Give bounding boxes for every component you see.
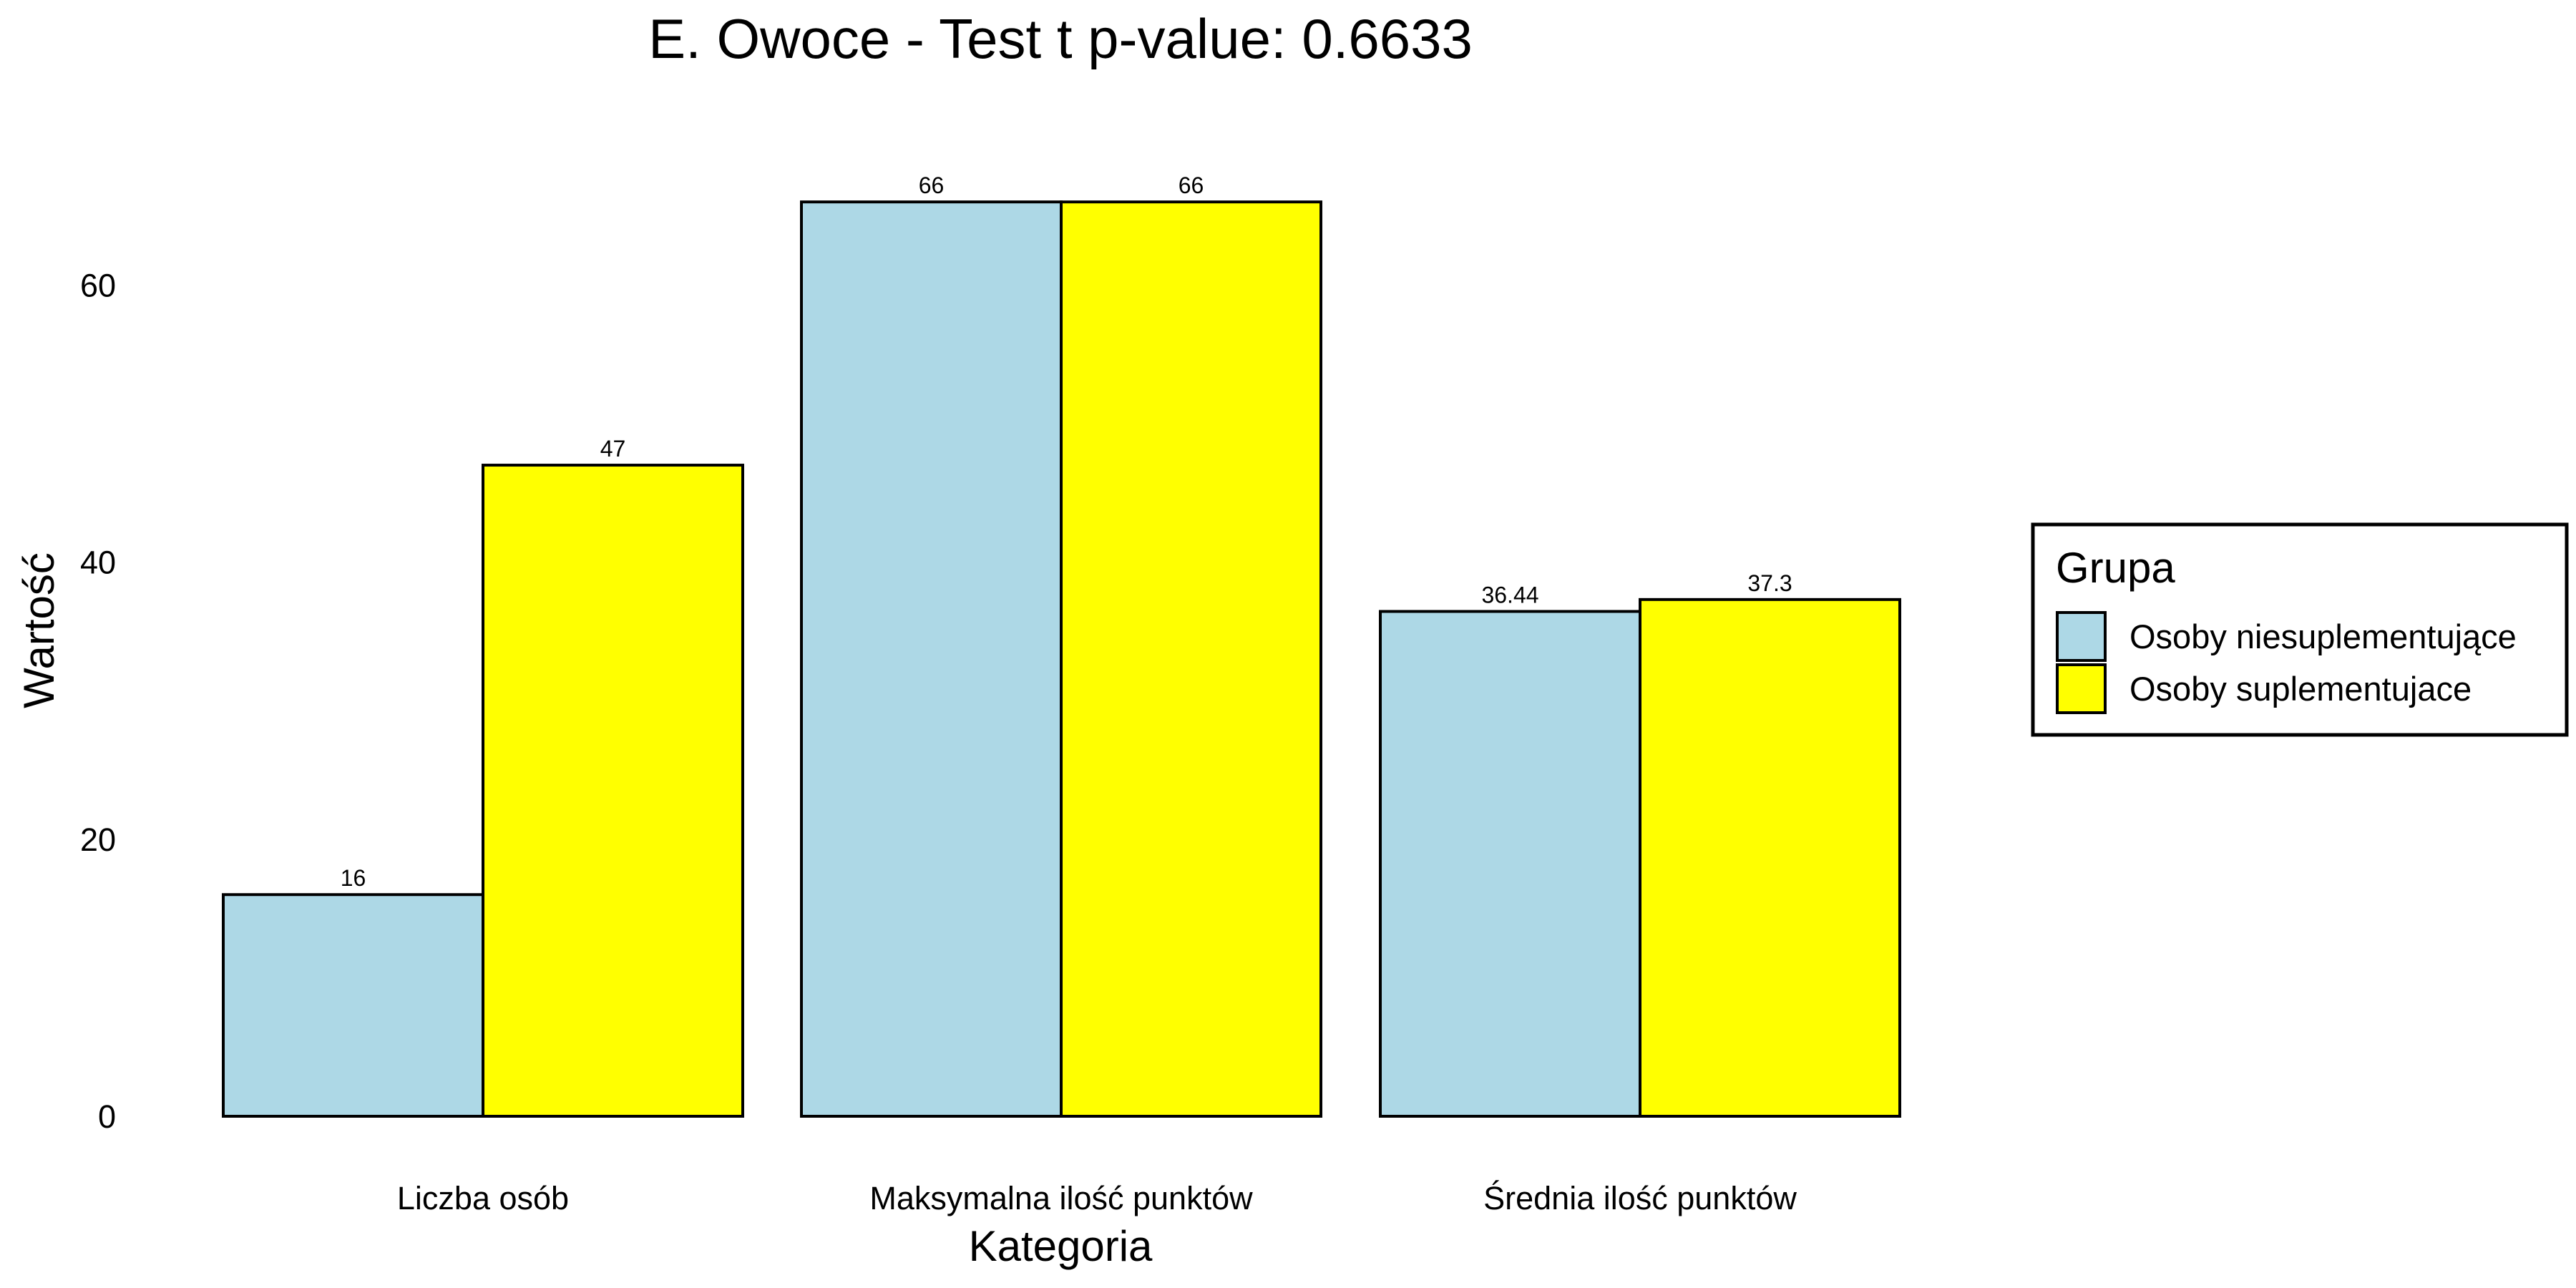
bar-value-label: 66 (1179, 172, 1204, 198)
legend-label: Osoby suplementujace (2129, 670, 2472, 708)
x-tick-label: Maksymalna ilość punktów (869, 1180, 1253, 1216)
bars (222, 200, 1901, 1118)
bar (1060, 200, 1322, 1118)
bar-value-label: 16 (341, 865, 366, 891)
bar (1379, 610, 1641, 1118)
y-tick-label: 60 (80, 267, 116, 303)
bar-value-label: 36.44 (1481, 582, 1538, 608)
x-axis-ticks: Liczba osób Maksymalna ilość punktów Średn… (397, 1180, 1797, 1216)
legend-swatch (2056, 663, 2107, 714)
y-tick-label: 40 (80, 545, 116, 581)
bar (800, 200, 1063, 1118)
bar-value-label: 37.3 (1747, 570, 1792, 596)
legend: Grupa Osoby niesuplementujące Osoby suple… (2031, 522, 2569, 737)
legend-label: Osoby niesuplementujące (2129, 618, 2517, 655)
legend-swatch (2056, 611, 2107, 662)
y-tick-label: 20 (80, 821, 116, 858)
x-tick-label: Średnia ilość punktów (1483, 1180, 1797, 1216)
legend-title: Grupa (2056, 544, 2175, 592)
y-axis-ticks: 0 20 40 60 (80, 267, 116, 1135)
x-tick-label: Liczba osób (397, 1180, 569, 1216)
chart-title: E. Owoce - Test t p-value: 0.6633 (648, 7, 1473, 70)
legend-frame (2031, 522, 2569, 737)
bar-value-label: 66 (919, 172, 945, 198)
y-axis-title: Wartość (15, 552, 63, 708)
bar-data-labels: 16 47 66 66 36.44 37.3 (341, 172, 1792, 891)
x-axis-title: Kategoria (969, 1222, 1153, 1270)
legend-items: Osoby niesuplementujące Osoby suplementuj… (2056, 611, 2517, 714)
y-tick-label: 0 (98, 1098, 116, 1135)
bar (222, 893, 484, 1118)
bar (1639, 597, 1901, 1118)
bar-value-label: 47 (600, 436, 626, 462)
bar (482, 464, 744, 1118)
